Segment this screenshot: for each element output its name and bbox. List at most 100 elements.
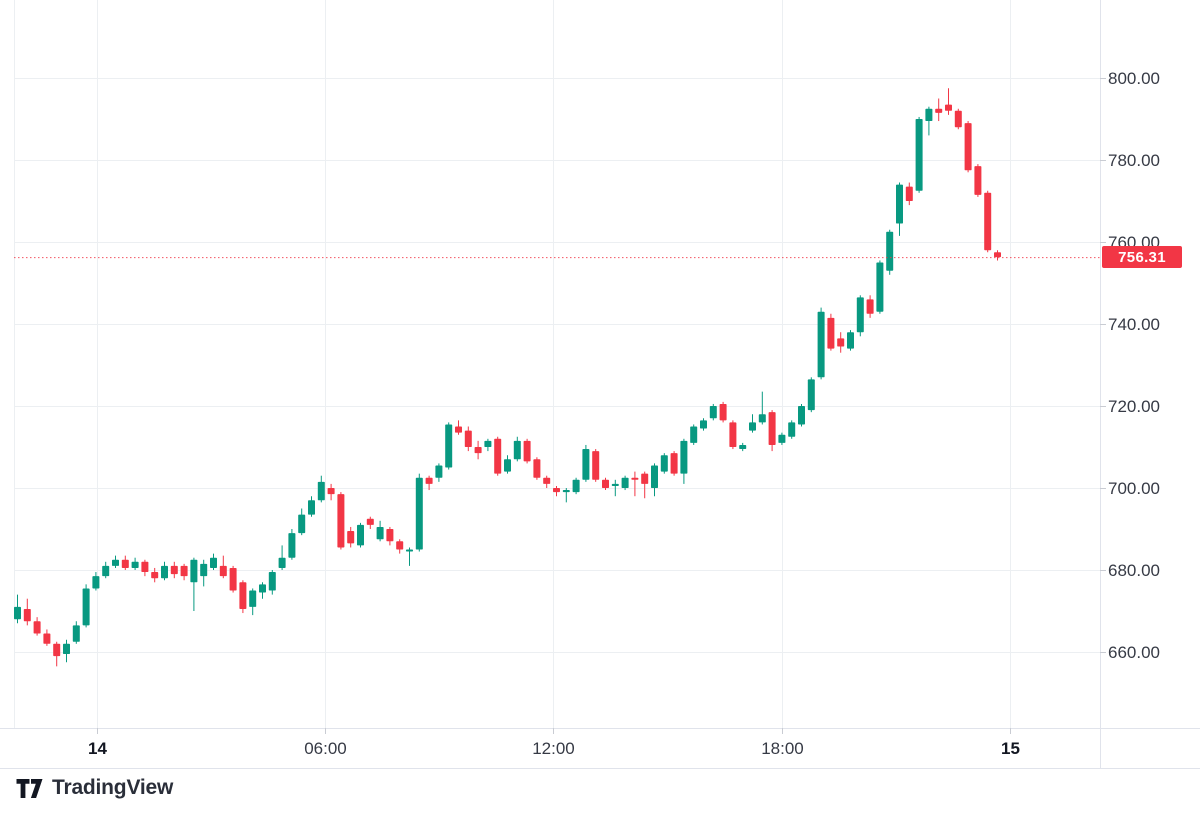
candle-body bbox=[856, 297, 864, 333]
candle-body bbox=[749, 422, 756, 431]
candle-body bbox=[131, 561, 139, 568]
candle-body bbox=[337, 494, 345, 548]
candle-body bbox=[817, 311, 825, 378]
time-tick-label: 15 bbox=[1001, 739, 1020, 758]
candle-body bbox=[837, 338, 845, 347]
candle-body bbox=[268, 572, 276, 591]
candle-body bbox=[582, 449, 590, 480]
candle-body bbox=[14, 606, 21, 620]
candle-body bbox=[504, 459, 511, 472]
time-scale[interactable]: 14 06:00 12:00 18:00 15 bbox=[88, 728, 1020, 758]
candle-body bbox=[700, 420, 707, 429]
candle-body bbox=[219, 565, 227, 577]
candle-body bbox=[445, 424, 453, 468]
candle-body bbox=[739, 444, 747, 450]
candle-body bbox=[317, 481, 325, 501]
time-tick-label: 06:00 bbox=[304, 739, 347, 758]
candle-body bbox=[494, 438, 502, 474]
candle-body bbox=[690, 426, 698, 443]
price-tick-label: 660.00 bbox=[1108, 643, 1160, 662]
candle-body bbox=[415, 477, 423, 550]
candle-body bbox=[259, 584, 266, 593]
candle-body bbox=[200, 563, 208, 577]
candle-body bbox=[357, 524, 364, 546]
candle-body bbox=[210, 557, 217, 568]
candle-body bbox=[925, 108, 933, 122]
candle-body bbox=[396, 541, 404, 550]
candle-body bbox=[112, 559, 119, 566]
candle-body bbox=[151, 572, 159, 579]
candle-body bbox=[170, 565, 178, 575]
candle-body bbox=[161, 565, 168, 579]
candle-body bbox=[974, 166, 982, 195]
candle-body bbox=[896, 184, 903, 224]
candle-body bbox=[474, 447, 482, 454]
last-price-badge: 756.31 bbox=[1102, 246, 1182, 269]
candle-body bbox=[543, 477, 551, 484]
candle-body bbox=[592, 451, 600, 480]
last-price-value: 756.31 bbox=[1118, 248, 1166, 266]
price-tick-label: 720.00 bbox=[1108, 397, 1160, 416]
candle-body bbox=[670, 453, 678, 474]
time-tick-label: 18:00 bbox=[761, 739, 804, 758]
candle-body bbox=[82, 588, 90, 626]
candle-body bbox=[994, 252, 1001, 258]
candle-body bbox=[523, 440, 531, 462]
candle-body bbox=[376, 526, 384, 540]
price-scale[interactable]: 800.00780.00760.00740.00720.00700.00680.… bbox=[1100, 69, 1160, 662]
candle-body bbox=[876, 262, 884, 312]
candle-body bbox=[798, 406, 805, 425]
candle-body bbox=[229, 567, 237, 591]
candle-body bbox=[553, 488, 560, 493]
candle-body bbox=[935, 108, 943, 113]
candle-body bbox=[768, 412, 776, 445]
candle-body bbox=[964, 123, 972, 171]
candle-body bbox=[102, 565, 110, 577]
candle-body bbox=[347, 531, 355, 544]
candle-body bbox=[425, 477, 433, 484]
tradingview-logo-text: TradingView bbox=[52, 776, 174, 799]
candle-body bbox=[651, 465, 658, 488]
candle-body bbox=[23, 608, 31, 622]
candle-body bbox=[729, 422, 737, 447]
candle-body bbox=[641, 473, 649, 484]
candle-body bbox=[513, 440, 521, 460]
candle-body bbox=[249, 590, 257, 607]
price-tick-label: 800.00 bbox=[1108, 69, 1160, 88]
candle-body bbox=[602, 479, 609, 488]
candle-body bbox=[484, 440, 492, 447]
candle-body bbox=[807, 379, 815, 411]
candle-body bbox=[611, 483, 619, 486]
candle-body bbox=[533, 459, 541, 478]
candle-body bbox=[298, 514, 306, 534]
candle-body bbox=[53, 643, 61, 657]
candle-body bbox=[33, 621, 41, 634]
candle-body bbox=[886, 231, 894, 271]
candle-body bbox=[719, 403, 727, 421]
candle-body bbox=[92, 576, 100, 589]
candle-body bbox=[464, 430, 472, 447]
candle-body bbox=[278, 557, 286, 568]
tradingview-branding-link[interactable]: TradingView bbox=[16, 776, 173, 800]
candle-body bbox=[562, 490, 570, 493]
candle-body bbox=[239, 582, 247, 609]
price-tick-label: 740.00 bbox=[1108, 315, 1160, 334]
candle-body bbox=[866, 299, 874, 314]
candle-body bbox=[190, 559, 198, 583]
candle-body bbox=[915, 119, 923, 191]
candle-body bbox=[180, 565, 188, 577]
candle-body bbox=[847, 332, 854, 349]
candle-body bbox=[621, 477, 629, 488]
time-tick-label: 14 bbox=[88, 739, 107, 758]
candle-body bbox=[327, 488, 335, 495]
candle-body bbox=[455, 426, 462, 433]
candle-body bbox=[945, 104, 952, 111]
candle-body bbox=[709, 406, 717, 419]
price-tick-label: 680.00 bbox=[1108, 561, 1160, 580]
candlestick-chart-canvas[interactable]: 800.00780.00760.00740.00720.00700.00680.… bbox=[0, 0, 1200, 770]
candle-body bbox=[366, 518, 374, 525]
candle-body bbox=[827, 317, 835, 349]
candle-body bbox=[141, 561, 149, 573]
candle-body bbox=[288, 533, 296, 558]
